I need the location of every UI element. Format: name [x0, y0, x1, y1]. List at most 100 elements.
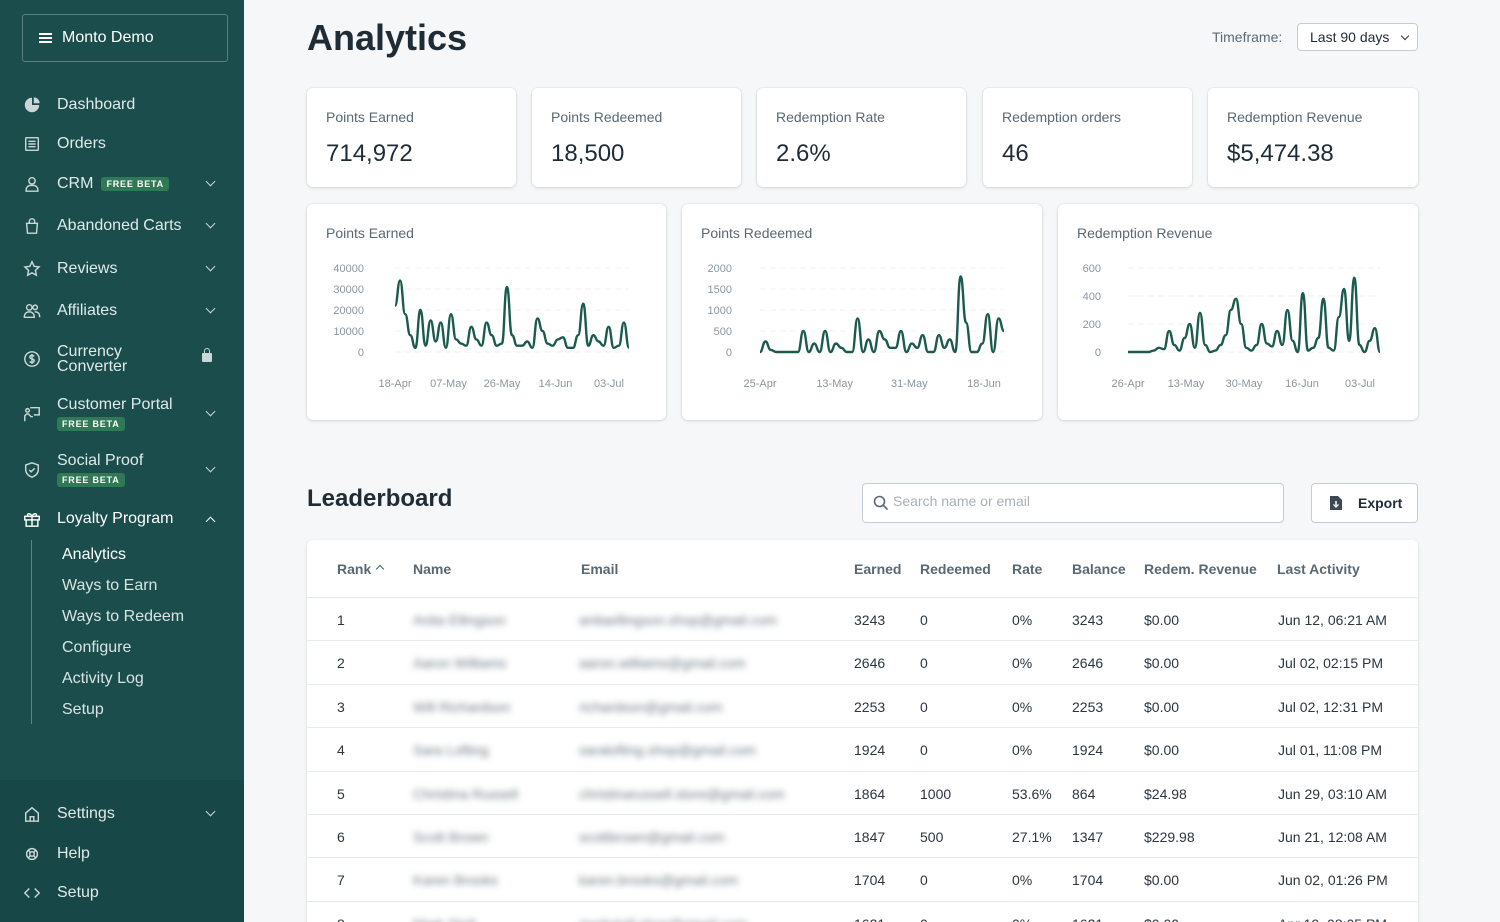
column-header-email[interactable]: Email — [581, 561, 619, 577]
nav-label: Orders — [57, 135, 106, 152]
y-tick-label: 200 — [1083, 319, 1101, 331]
table-row[interactable]: 8 Mark Stoll markstoll.shop@gmail.com 1621 0… — [307, 900, 1418, 922]
table-row[interactable]: 5 Christina Russell christinarussell.store… — [307, 770, 1418, 814]
x-tick-label: 25-Apr — [743, 378, 776, 390]
nav-social-proof[interactable]: Social Proof FREE BETA — [22, 452, 222, 488]
nav-setup[interactable]: Setup — [22, 882, 222, 904]
nav-label: Customer Portal — [57, 396, 173, 413]
chevron-down-icon — [205, 176, 216, 187]
nav-crm[interactable]: CRM FREE BETA — [22, 173, 222, 195]
cell-last: Jun 29, 03:10 AM — [1278, 785, 1387, 802]
nav-loyalty-program[interactable]: Loyalty Program — [22, 508, 222, 530]
chevron-down-icon — [205, 462, 216, 473]
nav-customer-portal[interactable]: Customer Portal FREE BETA — [22, 396, 222, 432]
cell-rate: 0% — [1012, 698, 1033, 715]
cell-rate: 0% — [1012, 872, 1033, 889]
store-switcher-button[interactable]: Monto Demo — [22, 14, 228, 62]
subnav-analytics[interactable]: Analytics — [62, 546, 127, 563]
cell-redeemed: 0 — [920, 612, 928, 628]
stat-value: 714,972 — [326, 140, 413, 167]
series-line — [1128, 276, 1382, 354]
nav-dashboard[interactable]: Dashboard — [22, 94, 222, 116]
table-row[interactable]: 4 Sara Lofting saralofting.shop@gmail.com 1… — [307, 727, 1418, 770]
nav-label: Abandoned Carts — [57, 217, 182, 234]
column-header-rate[interactable]: Rate — [1012, 561, 1043, 577]
chevron-down-icon — [205, 806, 216, 817]
export-button[interactable]: Export — [1311, 483, 1418, 523]
nav-label: Setup — [57, 884, 99, 901]
x-tick-label: 13-May — [816, 378, 853, 390]
nav-settings[interactable]: Settings — [22, 803, 222, 825]
chart-title: Points Redeemed — [701, 225, 813, 241]
y-tick-label: 0 — [358, 347, 364, 359]
cell-email: markstoll.shop@gmail.com — [579, 916, 747, 922]
pie-chart-icon — [22, 95, 42, 115]
timeframe-select[interactable]: Last 90 days — [1297, 23, 1418, 51]
dollar-icon — [22, 349, 42, 369]
cell-name: Anita Ellingson — [413, 612, 506, 628]
subnav-activity-log[interactable]: Activity Log — [62, 670, 144, 687]
stat-label: Points Redeemed — [551, 109, 663, 125]
cell-earned: 2646 — [854, 655, 886, 672]
cell-rate: 0% — [1012, 612, 1033, 628]
search-input[interactable] — [893, 493, 1263, 509]
table-row[interactable]: 6 Scott Brown scottbrown@gmail.com 1847 500 2… — [307, 814, 1418, 857]
y-tick-label: 400 — [1083, 291, 1101, 303]
nav-orders[interactable]: Orders — [22, 133, 222, 155]
nav-help[interactable]: Help — [22, 843, 222, 865]
subnav-ways-to-redeem[interactable]: Ways to Redeem — [62, 608, 185, 625]
subnav-ways-to-earn[interactable]: Ways to Earn — [62, 577, 158, 594]
cell-email: saralofting.shop@gmail.com — [579, 742, 756, 759]
column-header-redem-revenue[interactable]: Redem. Revenue — [1144, 561, 1257, 577]
portal-icon — [22, 404, 42, 424]
chart-card-points-earned: Points Earned 40000 30000 20000 10000 0 18-Ap… — [307, 204, 666, 420]
export-file-icon — [1330, 496, 1342, 510]
points-earned-chart: 40000 30000 20000 10000 0 18-Apr 07-May 26-May 1… — [333, 263, 631, 390]
stat-label: Redemption orders — [1002, 109, 1122, 125]
leaderboard-title: Leaderboard — [307, 485, 453, 512]
cell-revenue: $0.00 — [1144, 742, 1180, 759]
column-header-name[interactable]: Name — [413, 561, 452, 577]
nav-affiliates[interactable]: Affiliates — [22, 300, 222, 322]
cell-earned: 2253 — [854, 698, 886, 715]
y-tick-label: 40000 — [333, 263, 364, 275]
cell-redeemed: 0 — [920, 872, 928, 889]
list-icon — [22, 134, 42, 154]
stat-value: $5,474.38 — [1227, 140, 1334, 167]
cell-last: Jun 02, 01:26 PM — [1278, 872, 1388, 889]
x-tick-label: 14-Jun — [539, 378, 573, 390]
nav-reviews[interactable]: Reviews — [22, 258, 222, 280]
table-row[interactable]: 7 Karen Brooks karen.brooks@gmail.com 1704 0… — [307, 857, 1418, 900]
column-header-rank[interactable]: Rank — [337, 561, 385, 577]
star-icon — [22, 259, 42, 279]
nav-abandoned-carts[interactable]: Abandoned Carts — [22, 215, 222, 237]
x-tick-label: 03-Jul — [1345, 378, 1375, 390]
x-tick-label: 30-May — [1226, 378, 1263, 390]
nav-currency-converter[interactable]: Currency Converter — [22, 343, 222, 375]
sidebar: Monto Demo Dashboard Orders CRM FREE BET… — [0, 0, 244, 922]
free-beta-badge: FREE BETA — [57, 416, 125, 431]
cell-revenue: $0.00 — [1144, 655, 1180, 672]
cell-redeemed: 1000 — [920, 785, 952, 802]
column-label: Rank — [337, 561, 372, 577]
column-header-balance[interactable]: Balance — [1072, 561, 1126, 577]
nav-label: Social Proof — [57, 452, 144, 469]
cell-revenue: $0.00 — [1144, 698, 1180, 715]
cell-rate: 0% — [1012, 655, 1033, 672]
subnav-configure[interactable]: Configure — [62, 639, 132, 656]
free-beta-badge: FREE BETA — [101, 177, 169, 191]
column-header-earned[interactable]: Earned — [854, 561, 902, 577]
table-row[interactable]: 2 Aaron Williams aaron.williams@gmail.com 2… — [307, 640, 1418, 683]
stat-card-points-redeemed: Points Redeemed 18,500 — [532, 88, 741, 187]
subnav-setup[interactable]: Setup — [62, 701, 104, 718]
nav-label: Help — [57, 845, 90, 862]
cell-rank: 4 — [337, 742, 345, 759]
users-icon — [22, 301, 42, 321]
cell-last: Jul 02, 12:31 PM — [1278, 698, 1384, 715]
column-header-last-activity[interactable]: Last Activity — [1277, 561, 1360, 577]
column-header-redeemed[interactable]: Redeemed — [920, 561, 991, 577]
cell-redeemed: 0 — [920, 742, 928, 759]
table-row[interactable]: 1 Anita Ellingson anitaellingson.shop@gmai… — [307, 597, 1418, 640]
table-row[interactable]: 3 Will Richardson richardson@gmail.com 2253… — [307, 683, 1418, 727]
x-tick-label: 18-Apr — [378, 378, 411, 390]
